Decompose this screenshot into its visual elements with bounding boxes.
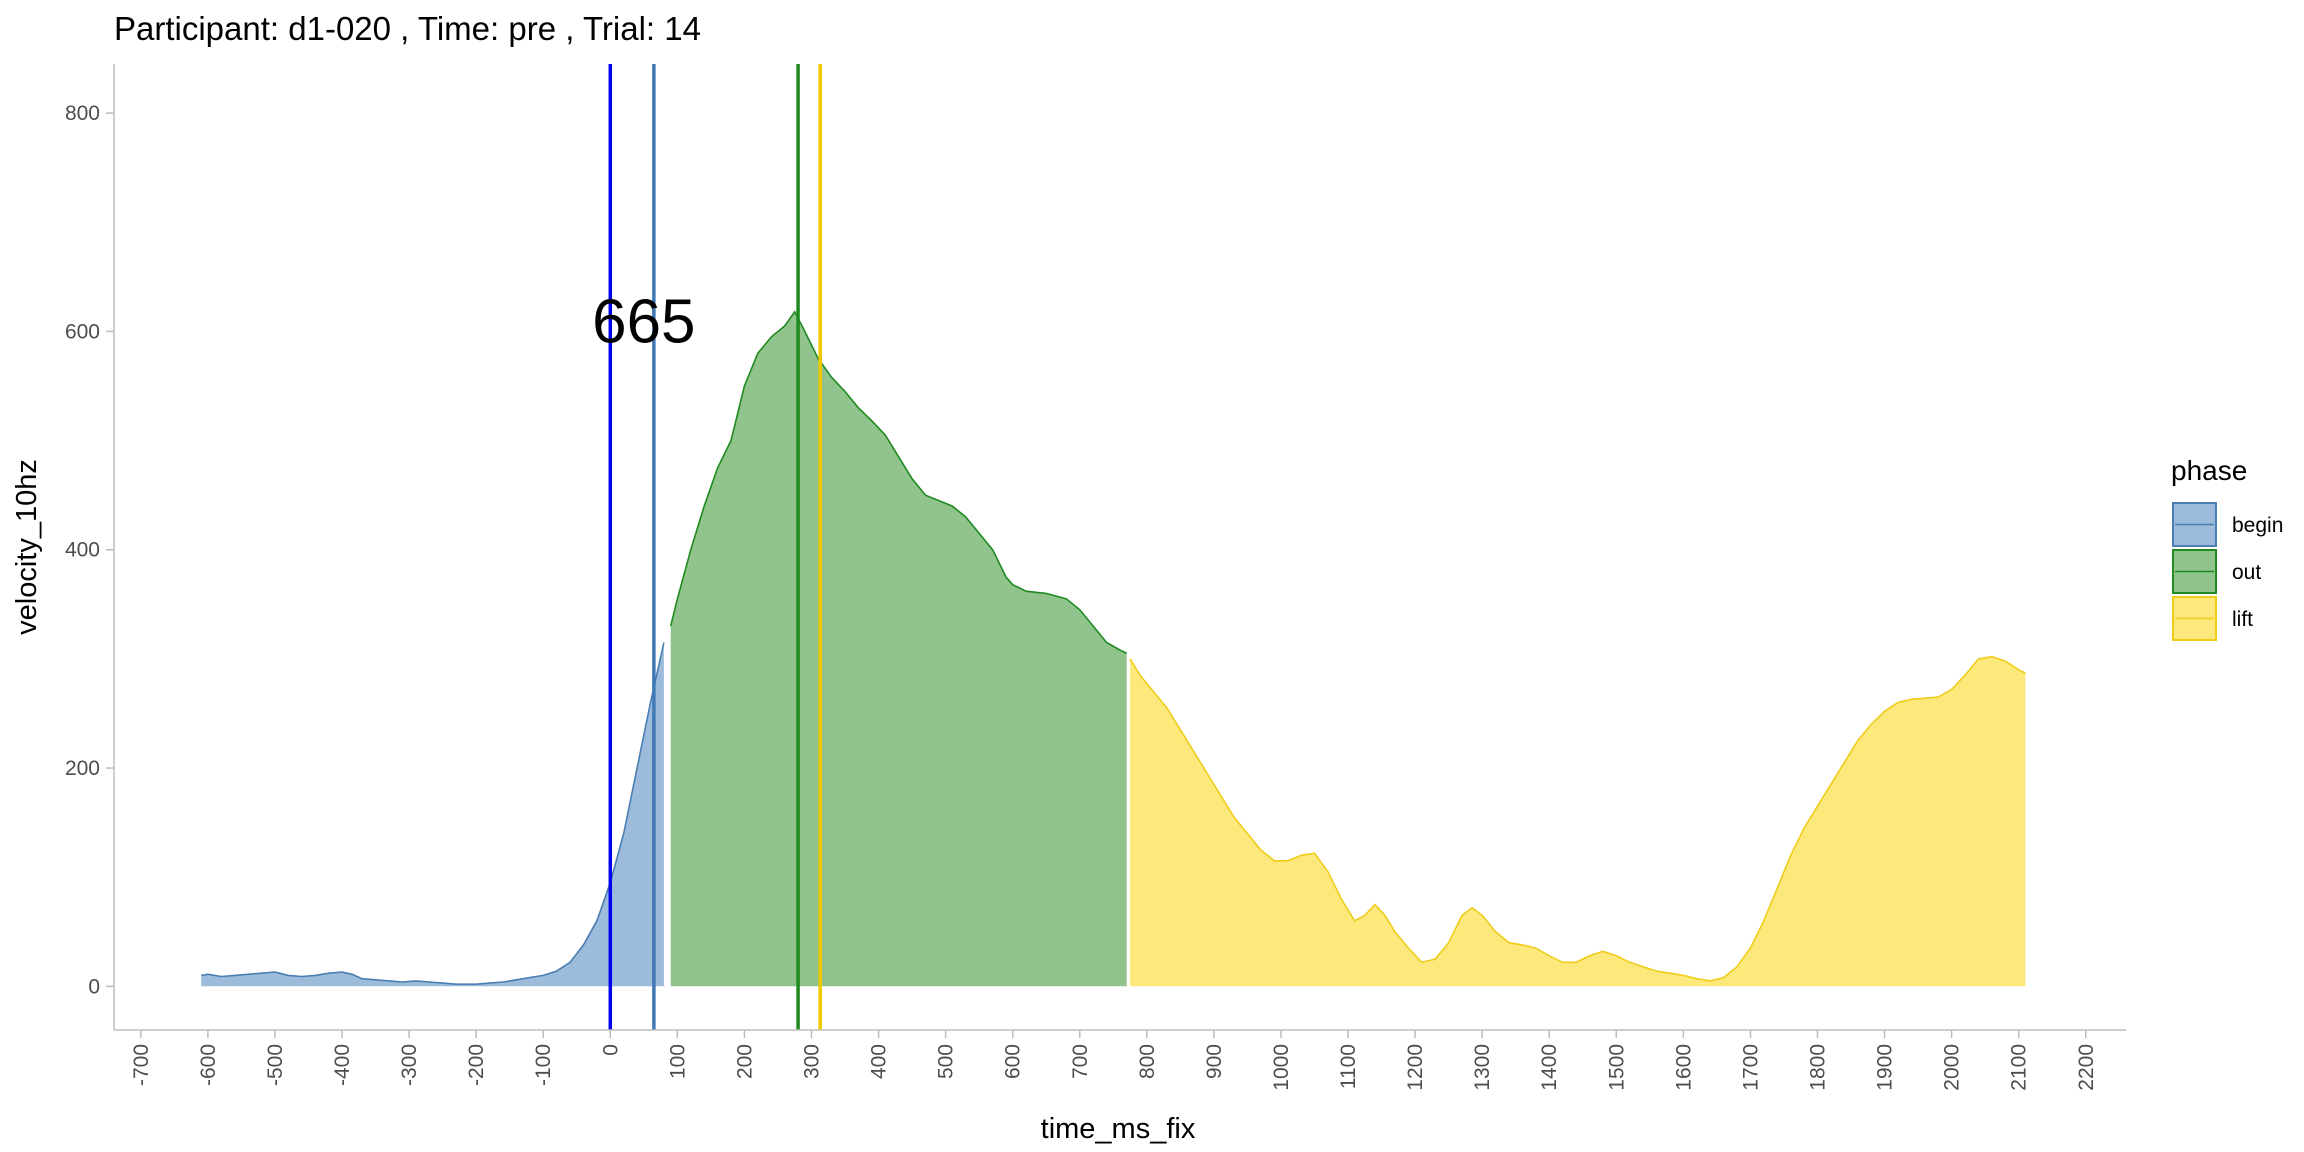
legend: phase begin out lift [2171,455,2283,641]
y-axis-title: velocity_10hz [11,459,43,635]
y-tick-label: 400 [65,539,100,562]
chart-title: Participant: d1-020 , Time: pre , Trial:… [114,10,701,47]
x-tick-label: 2200 [2075,1044,2098,1091]
x-tick-label: 200 [733,1044,756,1079]
y-tick-label: 200 [65,757,100,780]
x-tick-label: -700 [130,1044,153,1086]
x-tick-label: 500 [935,1044,958,1079]
legend-label-out: out [2232,561,2261,584]
line-out [669,310,1128,655]
x-tick-label: 1900 [1874,1044,1897,1091]
x-tick-label: -200 [465,1044,488,1086]
x-tick-label: 100 [666,1044,689,1079]
x-tick-label: 400 [868,1044,891,1079]
x-tick-label: -400 [331,1044,354,1086]
x-tick-label: 800 [1136,1044,1159,1079]
x-tick-label: 1300 [1471,1044,1494,1091]
x-tick-label: 1600 [1672,1044,1695,1091]
x-axis-title: time_ms_fix [1041,1113,1196,1145]
axes: 0 200 400 600 800 -700 -600 -500 -400 -300 -200 -10… [65,64,2126,1091]
x-tick-label: 2000 [1941,1044,1964,1091]
x-tick-label: 1500 [1605,1044,1628,1091]
line-lift [1129,655,2026,982]
x-tick-label: 1800 [1807,1044,1830,1091]
x-tick-label: 0 [599,1044,622,1056]
x-tick-label: 1100 [1337,1044,1360,1089]
x-tick-label: -100 [532,1044,555,1086]
y-tick-label: 800 [65,102,100,125]
annotation-label: 665 [592,288,695,357]
legend-title: phase [2171,455,2247,486]
x-tick-label: 900 [1203,1044,1226,1079]
x-tick-label: 700 [1069,1044,1092,1079]
x-tick-label: 300 [801,1044,824,1079]
plot-area: 665 [201,64,2026,1030]
legend-label-lift: lift [2232,608,2253,631]
x-tick-label: 1000 [1270,1044,1293,1091]
area-lift [1130,656,2026,987]
legend-label-begin: begin [2232,514,2283,537]
line-begin [201,642,665,985]
x-tick-label: 1200 [1404,1044,1427,1091]
area-out [670,311,1127,987]
y-tick-label: 600 [65,320,100,343]
x-tick-label: -600 [197,1044,220,1086]
x-tick-label: -500 [264,1044,287,1086]
area-begin [201,642,664,987]
x-tick-label: -300 [398,1044,421,1086]
x-tick-label: 600 [1002,1044,1025,1079]
x-tick-label: 1400 [1538,1044,1561,1091]
x-tick-label: 1700 [1739,1044,1762,1091]
y-tick-label: 0 [88,975,100,998]
x-tick-label: 2100 [2008,1044,2031,1091]
